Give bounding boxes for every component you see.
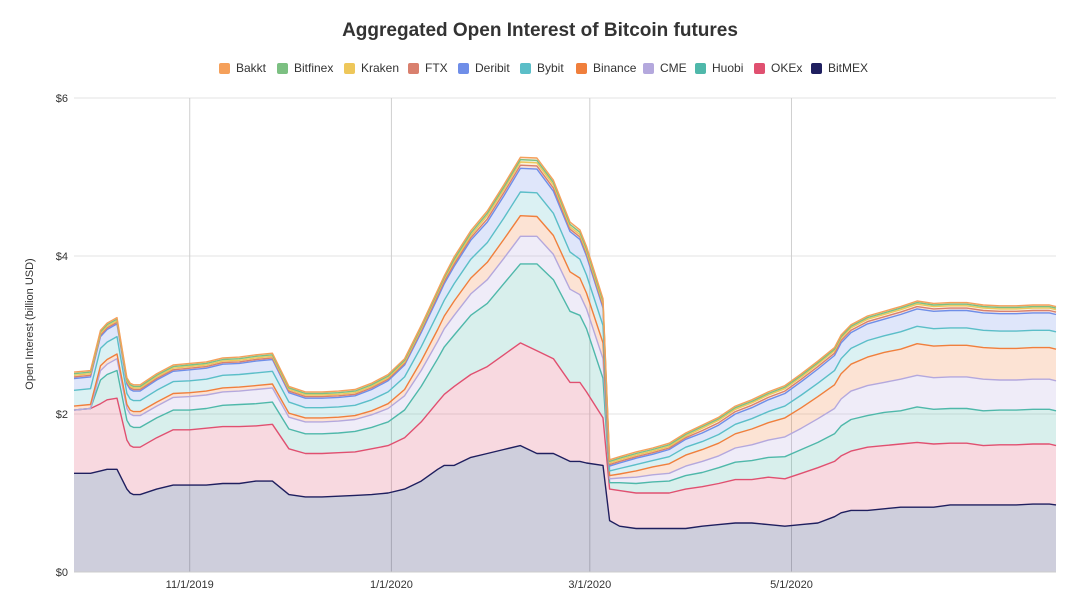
legend-swatch-bitmex — [811, 62, 822, 74]
y-tick-label-3: $6 — [56, 93, 68, 105]
legend-swatch-okex — [754, 62, 765, 74]
legend-swatch-bakkt — [219, 62, 230, 74]
line-bitfinex — [73, 158, 1057, 463]
area-bitmex — [74, 445, 1056, 572]
legend-swatch-huobi — [695, 62, 706, 74]
line-bakkt — [73, 156, 1057, 461]
line-cme — [73, 235, 1057, 480]
y-tick-label-2: $4 — [56, 251, 68, 263]
legend-label-okex: OKEx — [771, 61, 803, 75]
line-layer — [73, 156, 1057, 530]
legend-swatch-binance — [576, 62, 587, 74]
chart-title: Aggregated Open Interest of Bitcoin futu… — [342, 20, 738, 41]
legend-item-cme[interactable]: CME — [643, 58, 687, 78]
legend-label-bitfinex: Bitfinex — [294, 61, 334, 75]
legend-swatch-bitfinex — [277, 62, 288, 74]
legend-item-bakkt[interactable]: Bakkt — [219, 58, 266, 78]
legend-item-bybit[interactable]: Bybit — [520, 58, 564, 78]
area-okex — [74, 342, 1056, 529]
line-deribit — [73, 167, 1057, 467]
legend-swatch-cme — [643, 62, 654, 74]
legend-item-kraken[interactable]: Kraken — [344, 58, 399, 78]
x-tick-label-3: 5/1/2020 — [770, 579, 813, 591]
legend-label-binance: Binance — [593, 61, 637, 75]
legend-label-bakkt: Bakkt — [236, 61, 267, 75]
area-bybit — [74, 192, 1056, 476]
legend-item-bitfinex[interactable]: Bitfinex — [277, 58, 333, 78]
legend-swatch-bybit — [520, 62, 531, 74]
legend-label-bitmex: BitMEX — [828, 61, 869, 75]
legend: Bakkt Bitfinex Kraken FTX Deribit Bybit … — [0, 58, 1080, 78]
line-bybit — [73, 191, 1057, 472]
line-binance — [73, 214, 1057, 477]
y-tick-label-1: $2 — [56, 409, 68, 421]
legend-item-deribit[interactable]: Deribit — [458, 58, 510, 78]
legend-item-ftx[interactable]: FTX — [408, 58, 448, 78]
line-ftx — [73, 164, 1057, 466]
area-binance — [74, 215, 1056, 479]
legend-swatch-ftx — [408, 62, 419, 74]
legend-item-huobi[interactable]: Huobi — [695, 58, 743, 78]
area-cme — [74, 236, 1056, 484]
axis-layer: $0 $2 $4 $6 11/1/2019 1/1/2020 3/1/2020 5/1/202… — [56, 93, 1056, 591]
line-kraken — [73, 161, 1057, 464]
legend-label-ftx: FTX — [425, 61, 448, 75]
area-layer — [74, 157, 1056, 572]
y-tick-label-0: $0 — [56, 567, 68, 579]
area-huobi — [74, 263, 1056, 493]
x-tick-label-0: 11/1/2019 — [166, 579, 214, 591]
line-bitmex — [74, 444, 1057, 530]
legend-item-binance[interactable]: Binance — [576, 58, 636, 78]
line-huobi — [73, 263, 1057, 485]
x-tick-label-1: 1/1/2020 — [370, 579, 413, 591]
x-tick-label-2: 3/1/2020 — [568, 579, 611, 591]
area-deribit — [74, 168, 1056, 471]
legend-swatch-kraken — [344, 62, 355, 74]
legend-label-bybit: Bybit — [537, 61, 564, 75]
legend-label-huobi: Huobi — [712, 61, 744, 75]
legend-label-kraken: Kraken — [361, 61, 400, 75]
legend-item-okex[interactable]: OKEx — [754, 58, 802, 78]
legend-swatch-deribit — [458, 62, 469, 74]
legend-label-deribit: Deribit — [475, 61, 510, 75]
legend-item-bitmex[interactable]: BitMEX — [811, 58, 868, 78]
legend-label-cme: CME — [660, 61, 687, 75]
line-okex — [73, 342, 1057, 494]
